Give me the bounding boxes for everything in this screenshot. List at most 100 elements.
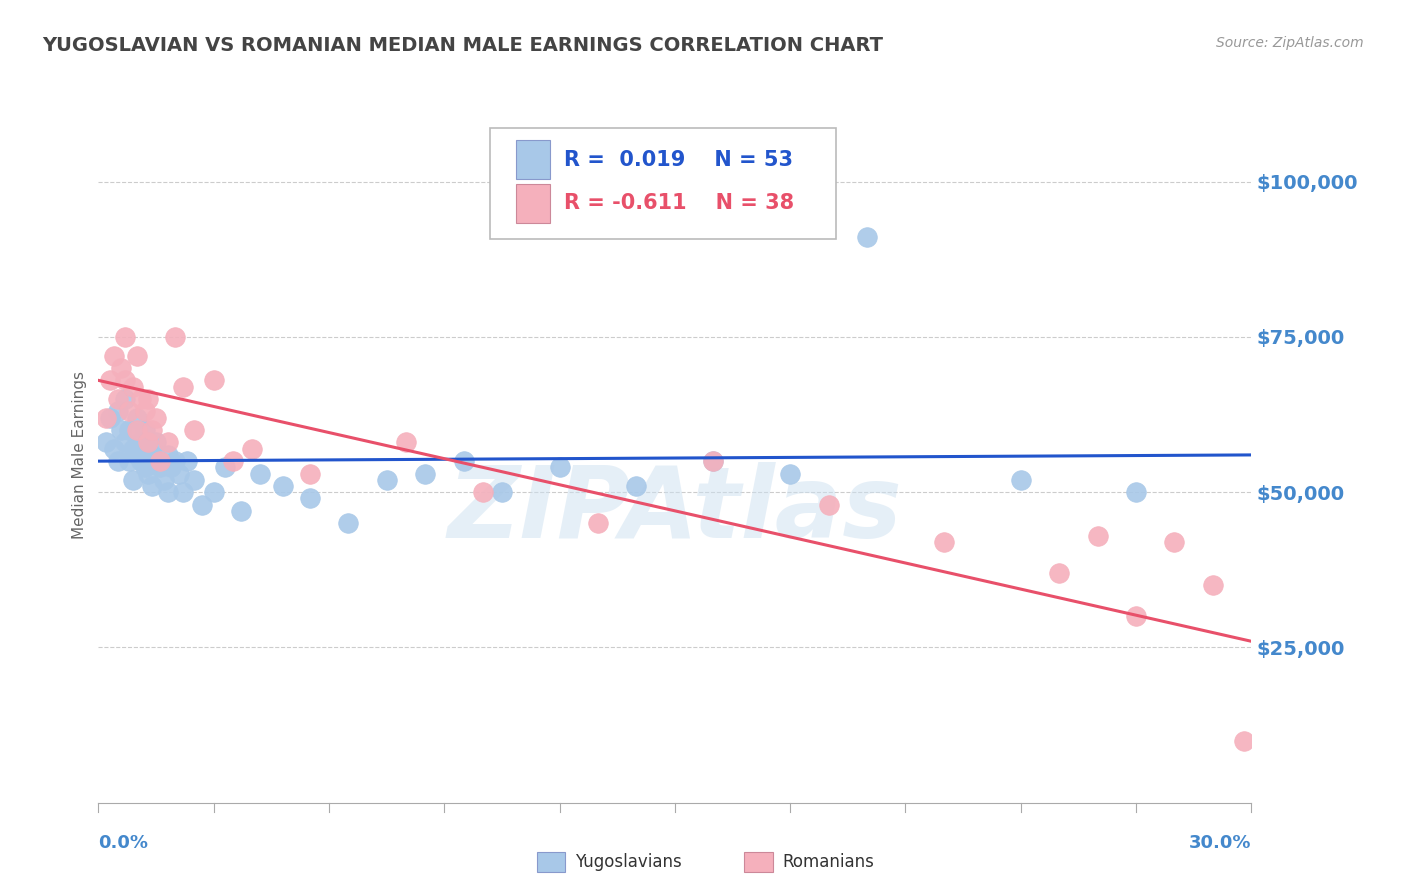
Point (145, 435, 167, 450)
Point (107, 392, 129, 406)
Point (702, 454, 724, 468)
Bar (516, 185, 550, 222)
Point (110, 360, 132, 375)
Point (702, 454, 724, 468)
Point (1125, 609, 1147, 624)
Point (118, 404, 141, 418)
Point (167, 467, 190, 481)
Point (129, 454, 152, 468)
Point (103, 349, 125, 363)
Point (191, 498, 214, 512)
Point (149, 460, 172, 475)
Point (156, 435, 179, 450)
Point (125, 410, 148, 425)
Text: Yugoslavians: Yugoslavians (575, 853, 682, 871)
Point (118, 454, 141, 468)
Point (118, 423, 141, 437)
Point (413, 467, 436, 481)
Text: YUGOSLAVIAN VS ROMANIAN MEDIAN MALE EARNINGS CORRELATION CHART: YUGOSLAVIAN VS ROMANIAN MEDIAN MALE EARN… (42, 36, 883, 54)
Point (114, 392, 136, 406)
Point (134, 404, 156, 418)
Point (1087, 529, 1109, 543)
Point (145, 410, 167, 425)
Point (453, 454, 475, 468)
Point (98, 373, 121, 387)
Y-axis label: Median Male Earnings: Median Male Earnings (72, 371, 87, 539)
Point (125, 349, 148, 363)
Point (395, 435, 418, 450)
Point (298, 491, 321, 506)
Point (165, 454, 187, 468)
Point (176, 454, 198, 468)
Point (202, 485, 225, 500)
Point (214, 460, 236, 475)
Point (114, 330, 136, 344)
Point (156, 448, 179, 462)
Point (149, 454, 172, 468)
Point (152, 473, 174, 487)
Point (134, 423, 156, 437)
Point (779, 467, 801, 481)
Point (114, 373, 136, 387)
Point (1125, 485, 1147, 500)
Point (626, 479, 648, 493)
Text: 30.0%: 30.0% (1189, 834, 1251, 852)
Point (183, 473, 205, 487)
Point (1202, 578, 1225, 592)
Point (122, 473, 145, 487)
Point (271, 479, 294, 493)
Point (548, 460, 571, 475)
Point (110, 423, 132, 437)
Point (183, 423, 205, 437)
Point (94, 410, 117, 425)
Text: Romanians: Romanians (782, 853, 875, 871)
Point (1047, 566, 1070, 580)
Point (298, 467, 321, 481)
FancyBboxPatch shape (491, 128, 837, 239)
Point (122, 379, 145, 393)
Point (138, 442, 160, 456)
Point (817, 498, 839, 512)
Point (229, 504, 252, 518)
Text: ZIPAtlas: ZIPAtlas (447, 462, 903, 559)
Point (138, 467, 160, 481)
Point (134, 460, 156, 475)
Point (165, 330, 187, 344)
Point (375, 473, 398, 487)
Point (125, 448, 148, 462)
Point (107, 454, 129, 468)
Point (249, 467, 271, 481)
Point (856, 230, 879, 244)
Point (172, 485, 194, 500)
Text: Source: ZipAtlas.com: Source: ZipAtlas.com (1216, 36, 1364, 50)
Text: R =  0.019    N = 53: R = 0.019 N = 53 (564, 150, 793, 169)
Point (114, 435, 136, 450)
Point (141, 479, 163, 493)
Point (1233, 733, 1256, 747)
Point (586, 516, 609, 531)
Point (125, 423, 148, 437)
Point (145, 454, 167, 468)
Point (1010, 473, 1032, 487)
Point (141, 423, 163, 437)
Point (129, 435, 152, 450)
Point (107, 404, 129, 418)
Point (138, 435, 160, 450)
Bar (537, 852, 565, 872)
Text: 0.0%: 0.0% (98, 834, 149, 852)
Point (240, 442, 263, 456)
Point (138, 392, 160, 406)
Point (160, 460, 183, 475)
Point (932, 534, 955, 549)
Text: R = -0.611    N = 38: R = -0.611 N = 38 (564, 194, 794, 213)
Point (172, 379, 194, 393)
Point (103, 442, 125, 456)
Point (1163, 534, 1185, 549)
Point (141, 448, 163, 462)
Point (222, 454, 245, 468)
Point (129, 392, 152, 406)
Point (471, 485, 494, 500)
Point (337, 516, 360, 531)
Point (122, 442, 145, 456)
Point (98, 410, 121, 425)
